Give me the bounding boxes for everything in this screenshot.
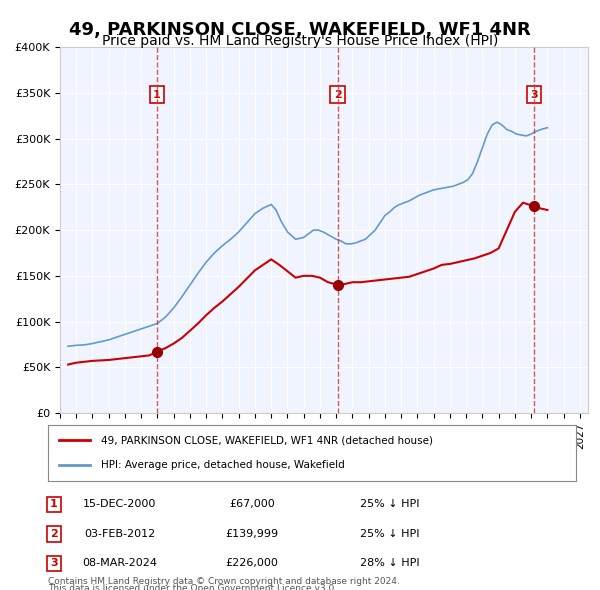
Text: Price paid vs. HM Land Registry's House Price Index (HPI): Price paid vs. HM Land Registry's House … [102,34,498,48]
Text: 03-FEB-2012: 03-FEB-2012 [85,529,155,539]
Text: Contains HM Land Registry data © Crown copyright and database right 2024.: Contains HM Land Registry data © Crown c… [48,577,400,586]
Text: 25% ↓ HPI: 25% ↓ HPI [360,500,420,509]
Text: 1: 1 [50,500,58,509]
Text: 49, PARKINSON CLOSE, WAKEFIELD, WF1 4NR: 49, PARKINSON CLOSE, WAKEFIELD, WF1 4NR [69,21,531,39]
Text: 2: 2 [50,529,58,539]
Text: £139,999: £139,999 [226,529,278,539]
Text: 3: 3 [530,90,538,100]
Text: HPI: Average price, detached house, Wakefield: HPI: Average price, detached house, Wake… [101,460,344,470]
Text: 1: 1 [153,90,161,100]
Text: This data is licensed under the Open Government Licence v3.0.: This data is licensed under the Open Gov… [48,584,337,590]
Text: 49, PARKINSON CLOSE, WAKEFIELD, WF1 4NR (detached house): 49, PARKINSON CLOSE, WAKEFIELD, WF1 4NR … [101,435,433,445]
Text: 28% ↓ HPI: 28% ↓ HPI [360,559,420,568]
Text: 2: 2 [334,90,341,100]
Text: £226,000: £226,000 [226,559,278,568]
Text: 25% ↓ HPI: 25% ↓ HPI [360,529,420,539]
Text: £67,000: £67,000 [229,500,275,509]
Text: 15-DEC-2000: 15-DEC-2000 [83,500,157,509]
Text: 08-MAR-2024: 08-MAR-2024 [83,559,157,568]
Text: 3: 3 [50,559,58,568]
